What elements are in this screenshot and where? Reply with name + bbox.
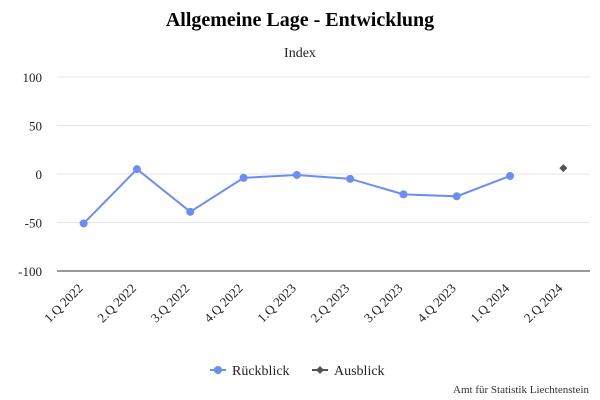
data-point — [186, 207, 195, 216]
x-tick-label: 2.Q 2022 — [94, 281, 139, 326]
data-point — [292, 170, 301, 179]
data-point — [79, 219, 88, 228]
legend-label: Ausblick — [334, 364, 385, 379]
x-tick-label: 3.Q 2023 — [361, 281, 406, 326]
legend-item: Ausblick — [312, 364, 385, 379]
chart-subtitle: Index — [284, 46, 316, 61]
legend-marker — [316, 366, 324, 374]
x-tick-label: 3.Q 2022 — [148, 281, 193, 326]
plot-area — [79, 164, 568, 228]
legend-item: Rückblick — [210, 364, 290, 379]
y-axis: 100 50 0 -50 -100 — [18, 70, 42, 279]
data-point — [399, 190, 408, 199]
grid — [57, 76, 590, 223]
legend-marker — [214, 366, 222, 374]
legend-label: Rückblick — [232, 364, 290, 379]
x-axis: 1.Q 2022 2.Q 2022 3.Q 2022 4.Q 2022 1.Q 2023… — [41, 280, 566, 325]
x-tick-label: 1.Q 2024 — [467, 280, 512, 325]
credit-text: Amt für Statistik Liechtenstein — [453, 384, 589, 396]
y-tick-label: 100 — [23, 70, 43, 85]
data-point — [506, 171, 515, 180]
data-point — [452, 192, 461, 201]
x-tick-label: 1.Q 2022 — [41, 281, 86, 326]
y-tick-label: 50 — [29, 119, 42, 134]
data-point — [239, 173, 248, 182]
y-tick-label: -50 — [25, 216, 42, 231]
data-point — [559, 164, 568, 173]
x-tick-label: 1.Q 2023 — [254, 281, 299, 326]
x-tick-label: 4.Q 2023 — [414, 281, 459, 326]
x-tick-label: 2.Q 2023 — [307, 281, 352, 326]
x-tick-label: 4.Q 2022 — [201, 281, 246, 326]
x-tick-label: 2.Q 2024 — [521, 280, 566, 325]
y-tick-label: -100 — [18, 264, 42, 279]
legend: Rückblick Ausblick — [210, 364, 385, 379]
data-point — [132, 165, 141, 174]
data-point — [346, 174, 355, 183]
chart-title: Allgemeine Lage - Entwicklung — [166, 9, 434, 31]
y-tick-label: 0 — [36, 167, 43, 182]
